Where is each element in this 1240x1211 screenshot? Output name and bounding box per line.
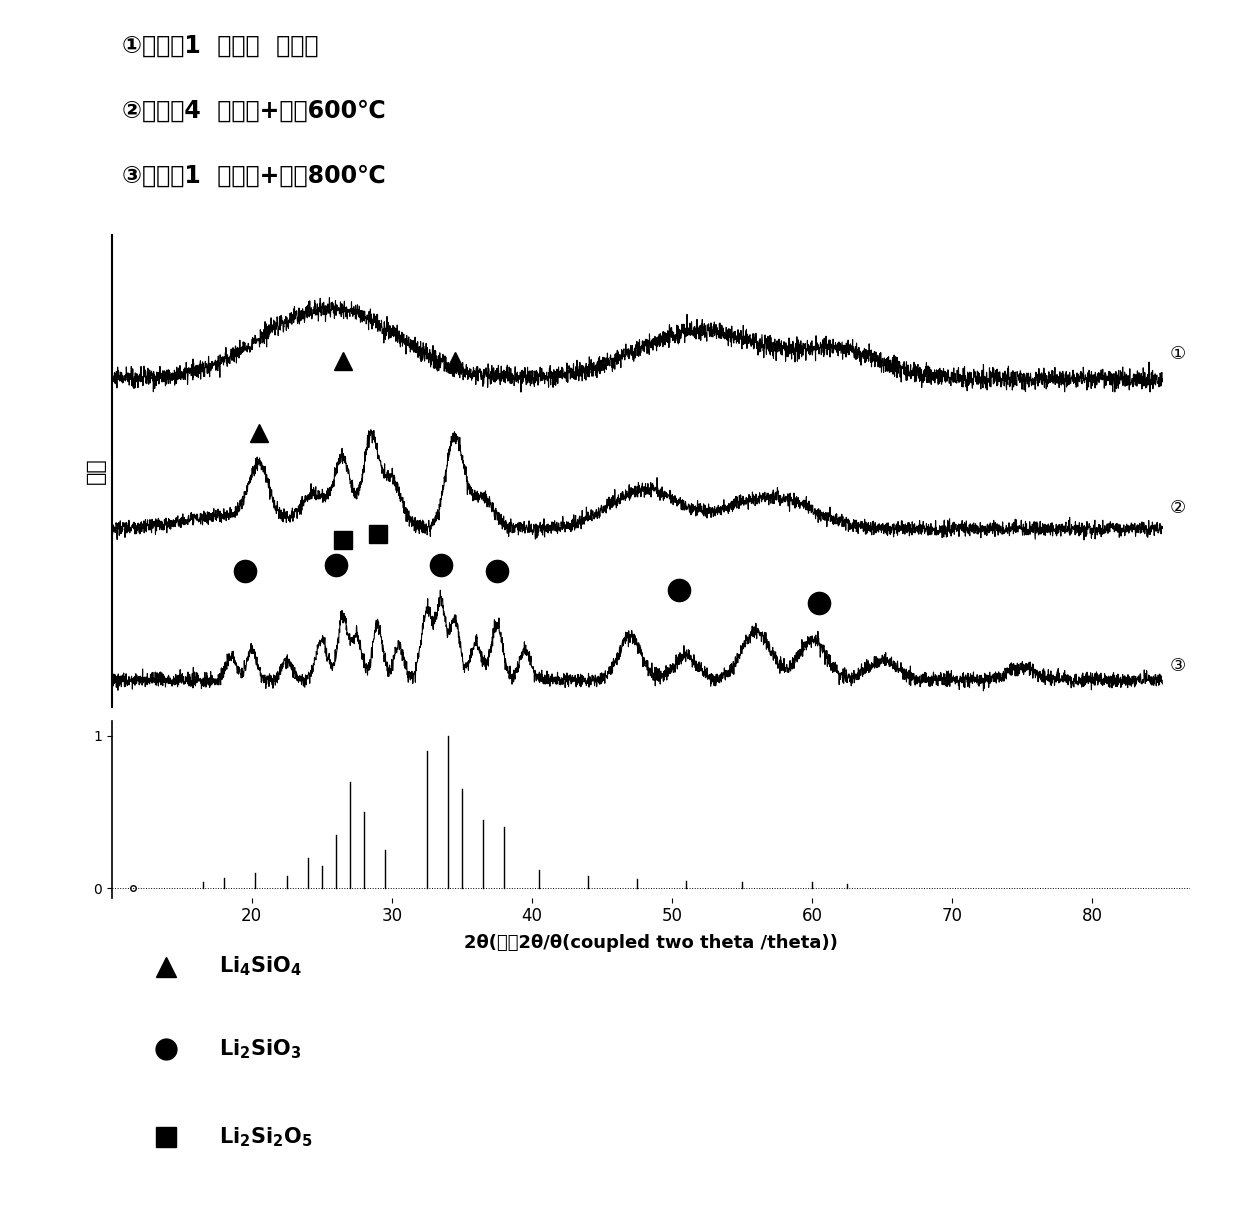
Text: ①比较例1  锂渗杂  无退火: ①比较例1 锂渗杂 无退火 — [123, 34, 319, 58]
Text: ③实施例1  锂渗杂+退火800℃: ③实施例1 锂渗杂+退火800℃ — [123, 163, 386, 188]
Y-axis label: 计数: 计数 — [86, 458, 107, 484]
Text: ②: ② — [1169, 499, 1185, 517]
Text: $\mathbf{Li_4SiO_4}$: $\mathbf{Li_4SiO_4}$ — [219, 954, 303, 978]
Text: ③: ③ — [1169, 656, 1185, 675]
Text: $\mathbf{Li_2Si_2O_5}$: $\mathbf{Li_2Si_2O_5}$ — [219, 1125, 314, 1149]
X-axis label: 2θ(耦到2θ/θ(coupled two theta /theta)): 2θ(耦到2θ/θ(coupled two theta /theta)) — [464, 934, 838, 952]
Text: ②实施例4  锂渗杂+退火600℃: ②实施例4 锂渗杂+退火600℃ — [123, 99, 386, 124]
Text: ①: ① — [1169, 345, 1185, 363]
Text: $\mathbf{Li_2SiO_3}$: $\mathbf{Li_2SiO_3}$ — [219, 1038, 303, 1061]
